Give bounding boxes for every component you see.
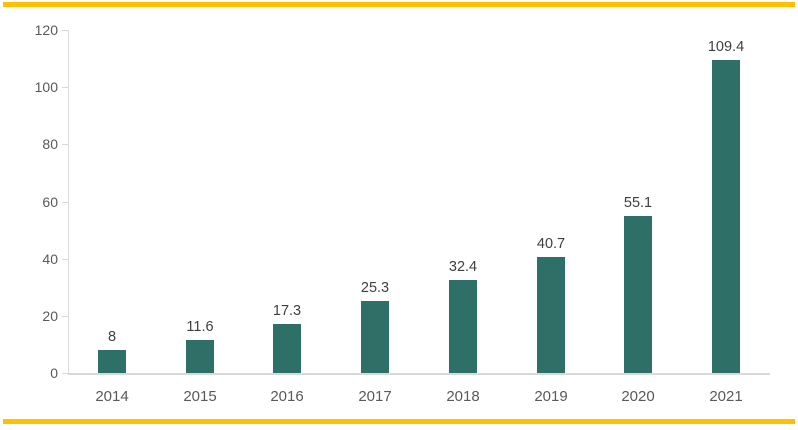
y-axis-tick-label: 40 (42, 251, 58, 267)
bar (537, 257, 565, 373)
bottom-accent-line (3, 419, 795, 424)
x-axis-category-label: 2020 (621, 388, 655, 405)
bar-value-label: 11.6 (186, 319, 214, 335)
y-axis-tick (62, 373, 68, 374)
bar-value-label: 109.4 (707, 39, 745, 55)
x-axis-category-label: 2017 (358, 388, 392, 405)
x-axis-category-label: 2016 (270, 388, 304, 405)
x-axis-category-label: 2019 (534, 388, 568, 405)
top-accent-line (3, 2, 795, 7)
x-axis-line (68, 373, 770, 375)
y-axis-tick (62, 202, 68, 203)
y-axis-tick-label: 100 (34, 79, 58, 95)
bar (624, 216, 652, 373)
x-axis-category-label: 2018 (446, 388, 480, 405)
bar (186, 340, 214, 373)
bar-value-label: 32.4 (448, 259, 478, 275)
bar-value-label: 17.3 (272, 303, 302, 319)
bar (273, 324, 301, 373)
y-axis-tick (62, 87, 68, 88)
bar-value-label: 25.3 (360, 280, 390, 296)
y-axis-line (68, 30, 69, 373)
y-axis-tick-label: 60 (42, 194, 58, 210)
bar-value-label: 55.1 (623, 195, 653, 211)
bar-value-label: 8 (107, 329, 117, 345)
x-axis-category-label: 2014 (95, 388, 129, 405)
bar (361, 301, 389, 373)
bar (712, 60, 740, 373)
y-axis-tick (62, 259, 68, 260)
y-axis-tick (62, 144, 68, 145)
y-axis-tick-label: 80 (42, 136, 58, 152)
y-axis-tick-label: 20 (42, 308, 58, 324)
bar-value-label: 40.7 (536, 236, 566, 252)
y-axis-tick-label: 0 (50, 365, 58, 381)
x-axis-category-label: 2021 (709, 388, 743, 405)
y-axis-tick-label: 120 (34, 22, 58, 38)
bar (98, 350, 126, 373)
x-axis-category-label: 2015 (183, 388, 217, 405)
y-axis-tick (62, 316, 68, 317)
y-axis-tick (62, 30, 68, 31)
bar (449, 280, 477, 373)
